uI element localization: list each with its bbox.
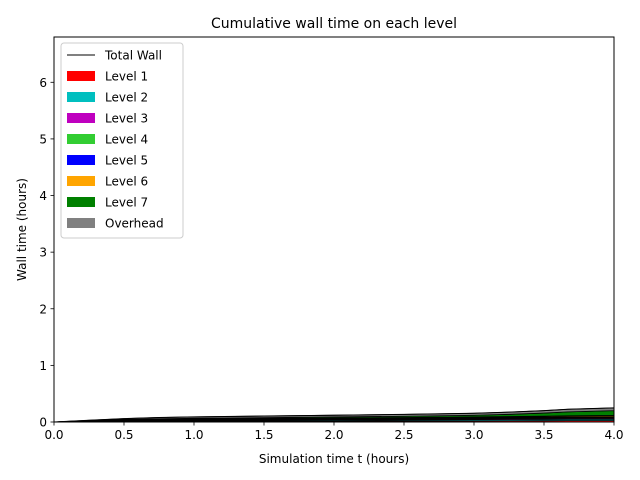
y-tick-label: 1: [39, 359, 47, 373]
legend-swatch-level-5: [67, 155, 95, 165]
legend-label-level-5: Level 5: [105, 154, 148, 168]
x-tick-label: 2.5: [394, 428, 413, 442]
legend-swatch-level-4: [67, 134, 95, 144]
legend-frame: [60, 42, 184, 239]
legend-label-total-wall: Total Wall: [104, 49, 162, 63]
y-tick-label: 4: [39, 189, 47, 203]
y-axis-label: Wall time (hours): [15, 178, 29, 281]
legend: Total Wall Level 1 Level 2 Level 3 Level 4 Le…: [60, 42, 184, 239]
x-axis: 0.0 0.5 1.0 1.5 2.0 2.5 3.0 3.5 4.0: [44, 422, 624, 442]
legend-label-level-2: Level 2: [105, 91, 148, 105]
legend-label-level-3: Level 3: [105, 112, 148, 126]
x-tick-label: 3.5: [534, 428, 553, 442]
x-tick-label: 3.0: [464, 428, 483, 442]
x-tick-label: 0.5: [114, 428, 133, 442]
x-tick-label: 1.0: [184, 428, 203, 442]
x-tick-label: 0.0: [44, 428, 63, 442]
legend-label-overhead: Overhead: [105, 217, 164, 231]
y-axis: 0 1 2 3 4 5 6: [39, 76, 54, 430]
chart-title: Cumulative wall time on each level: [211, 16, 457, 32]
total-wall-line: [53, 407, 615, 423]
y-tick-label: 5: [39, 132, 47, 146]
legend-label-level-6: Level 6: [105, 175, 148, 189]
x-tick-label: 1.5: [254, 428, 273, 442]
legend-swatch-level-2: [67, 92, 95, 102]
legend-swatch-level-1: [67, 71, 95, 81]
x-tick-label: 4.0: [604, 428, 623, 442]
legend-swatch-level-3: [67, 113, 95, 123]
legend-swatch-overhead: [67, 218, 95, 228]
legend-label-level-7: Level 7: [105, 196, 148, 210]
y-tick-label: 6: [39, 76, 47, 90]
legend-label-level-4: Level 4: [105, 133, 148, 147]
y-tick-label: 2: [39, 302, 47, 316]
legend-swatch-level-6: [67, 176, 95, 186]
legend-label-level-1: Level 1: [105, 70, 148, 84]
x-axis-label: Simulation time t (hours): [259, 452, 409, 466]
y-tick-label: 3: [39, 246, 47, 260]
x-tick-label: 2.0: [324, 428, 343, 442]
y-tick-label: 0: [39, 416, 47, 430]
legend-swatch-level-7: [67, 197, 95, 207]
